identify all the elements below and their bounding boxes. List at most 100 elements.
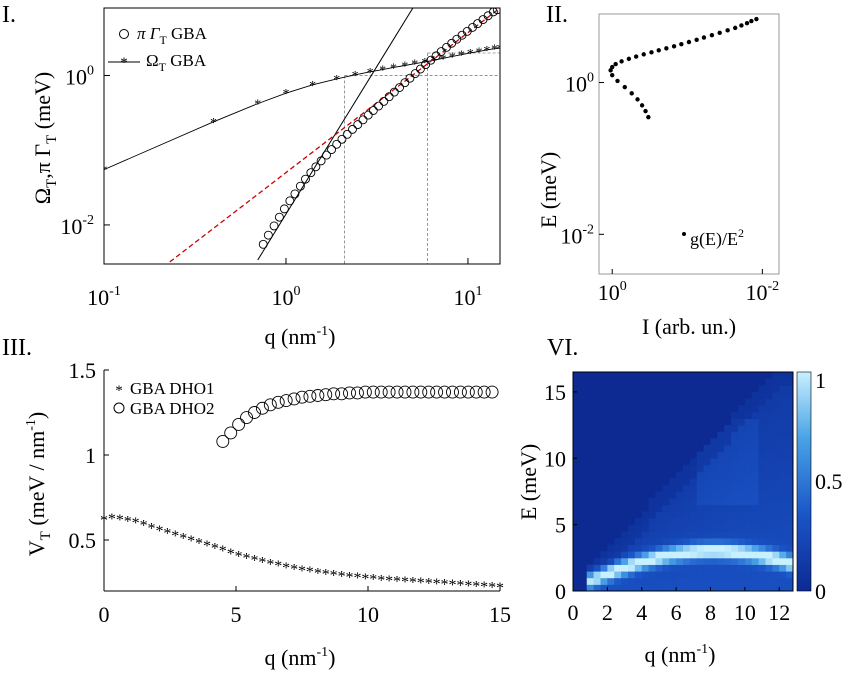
heatmap-cell <box>765 504 773 512</box>
dho1-data-point: * <box>250 552 258 569</box>
heatmap-cell <box>703 577 711 585</box>
heatmap-cell <box>772 484 780 492</box>
heatmap-cell <box>607 551 615 559</box>
heatmap-cell <box>689 544 698 552</box>
heatmap-cell <box>696 451 705 459</box>
heatmap-cell <box>710 438 718 446</box>
gamma-data-point <box>274 212 284 222</box>
heatmap-cell <box>614 577 622 585</box>
heatmap-cell <box>786 431 793 439</box>
heatmap-cell <box>655 551 663 559</box>
omega-data-point: * <box>458 49 465 64</box>
heatmap-cell <box>600 557 608 565</box>
heatmap-cell <box>689 484 698 492</box>
heatmap-cell <box>772 425 780 433</box>
g-over-e2-data-point <box>664 46 669 51</box>
heatmap-cell <box>724 431 732 439</box>
y-tick-label: 5 <box>555 513 566 538</box>
heatmap-cell <box>765 458 773 466</box>
dho2-data-point <box>485 385 499 399</box>
heatmap-cell <box>621 577 629 585</box>
heatmap-cell <box>786 557 793 565</box>
heatmap-cell <box>703 537 711 546</box>
heatmap-cell <box>724 445 732 453</box>
colorbar-tick-1: 1 <box>815 368 826 393</box>
heatmap-cell <box>710 464 718 473</box>
heatmap-cell <box>662 571 670 579</box>
panel-2-xlabel: I (arb. un.) <box>642 314 736 339</box>
heatmap-cell <box>751 551 760 559</box>
heatmap-cell <box>779 484 787 492</box>
heatmap-cell <box>703 551 711 559</box>
heatmap-cell <box>779 471 787 479</box>
heatmap-cell <box>696 571 705 579</box>
panel-3-xlabel: q (nm-1) <box>265 645 336 670</box>
dho2-data-point <box>279 394 293 408</box>
heatmap-cell <box>717 484 725 492</box>
dho2-data-point <box>358 385 372 399</box>
heatmap-cell <box>731 411 739 419</box>
heatmap-cell <box>758 478 766 486</box>
heatmap-cell <box>751 411 760 419</box>
dho2-data-point <box>461 385 475 399</box>
heatmap-cell <box>724 518 732 526</box>
heatmap-cell <box>731 531 739 539</box>
heatmap-cell <box>758 577 766 585</box>
heatmap-cell <box>744 511 753 519</box>
heatmap-cell <box>751 458 760 466</box>
heatmap-cell <box>786 537 793 546</box>
heatmap-cell <box>696 564 705 572</box>
heatmap-cell <box>703 491 711 499</box>
heatmap-cell <box>593 557 601 565</box>
heatmap-cell <box>731 458 739 466</box>
heatmap-cell <box>648 518 656 526</box>
heatmap-cell <box>662 518 670 526</box>
heatmap-cell <box>758 524 766 532</box>
heatmap-cell <box>786 524 793 532</box>
dho1-data-point: * <box>124 513 132 530</box>
heatmap-cell <box>683 518 691 526</box>
heatmap-cell <box>676 491 684 499</box>
g-over-e2-data-point <box>646 114 651 120</box>
heatmap-cell <box>744 478 753 486</box>
heatmap-cell <box>738 445 746 453</box>
heatmap-cell <box>744 551 753 559</box>
dho2-data-point <box>430 385 444 399</box>
heatmap-cell <box>758 584 766 591</box>
heatmap-cell <box>641 564 650 572</box>
heatmap-cell <box>669 577 677 585</box>
heatmap-cell <box>710 471 718 479</box>
heatmap-cell <box>669 531 677 539</box>
dho2-data-point <box>438 385 452 399</box>
heatmap-cell <box>717 511 725 519</box>
heatmap-cell <box>634 577 643 585</box>
heatmap-cell <box>703 484 711 492</box>
dho1-data-point: * <box>179 530 187 547</box>
heatmap-cell <box>758 425 766 433</box>
heatmap-cell <box>765 564 773 572</box>
g-over-e2-data-point <box>739 23 744 28</box>
heatmap-cell <box>676 577 684 585</box>
g-over-e2-data-point <box>725 28 730 33</box>
dho1-data-point: * <box>369 572 377 589</box>
heatmap-cell <box>634 537 643 546</box>
heatmap-cell <box>786 385 793 393</box>
heatmap-cell <box>779 478 787 486</box>
heatmap-cell <box>703 478 711 486</box>
heatmap-cell <box>765 551 773 559</box>
heatmap-cell <box>724 471 732 479</box>
heatmap-cell <box>717 584 725 591</box>
panel-2: 100 10-2 10-2 100 g(E)/E2 I (arb. un.) E (m… <box>536 13 780 339</box>
heatmap-cell <box>703 571 711 579</box>
heatmap-cell <box>779 537 787 546</box>
heatmap-cell <box>765 411 773 419</box>
heatmap-cell <box>703 531 711 539</box>
heatmap-cell <box>717 571 725 579</box>
heatmap-cell <box>751 464 760 473</box>
heatmap-cell <box>765 431 773 439</box>
heatmap-cell <box>628 564 636 572</box>
heatmap-cell <box>628 531 636 539</box>
heatmap-cell <box>621 564 629 572</box>
heatmap-cell <box>724 478 732 486</box>
dho2-data-point <box>255 401 269 415</box>
